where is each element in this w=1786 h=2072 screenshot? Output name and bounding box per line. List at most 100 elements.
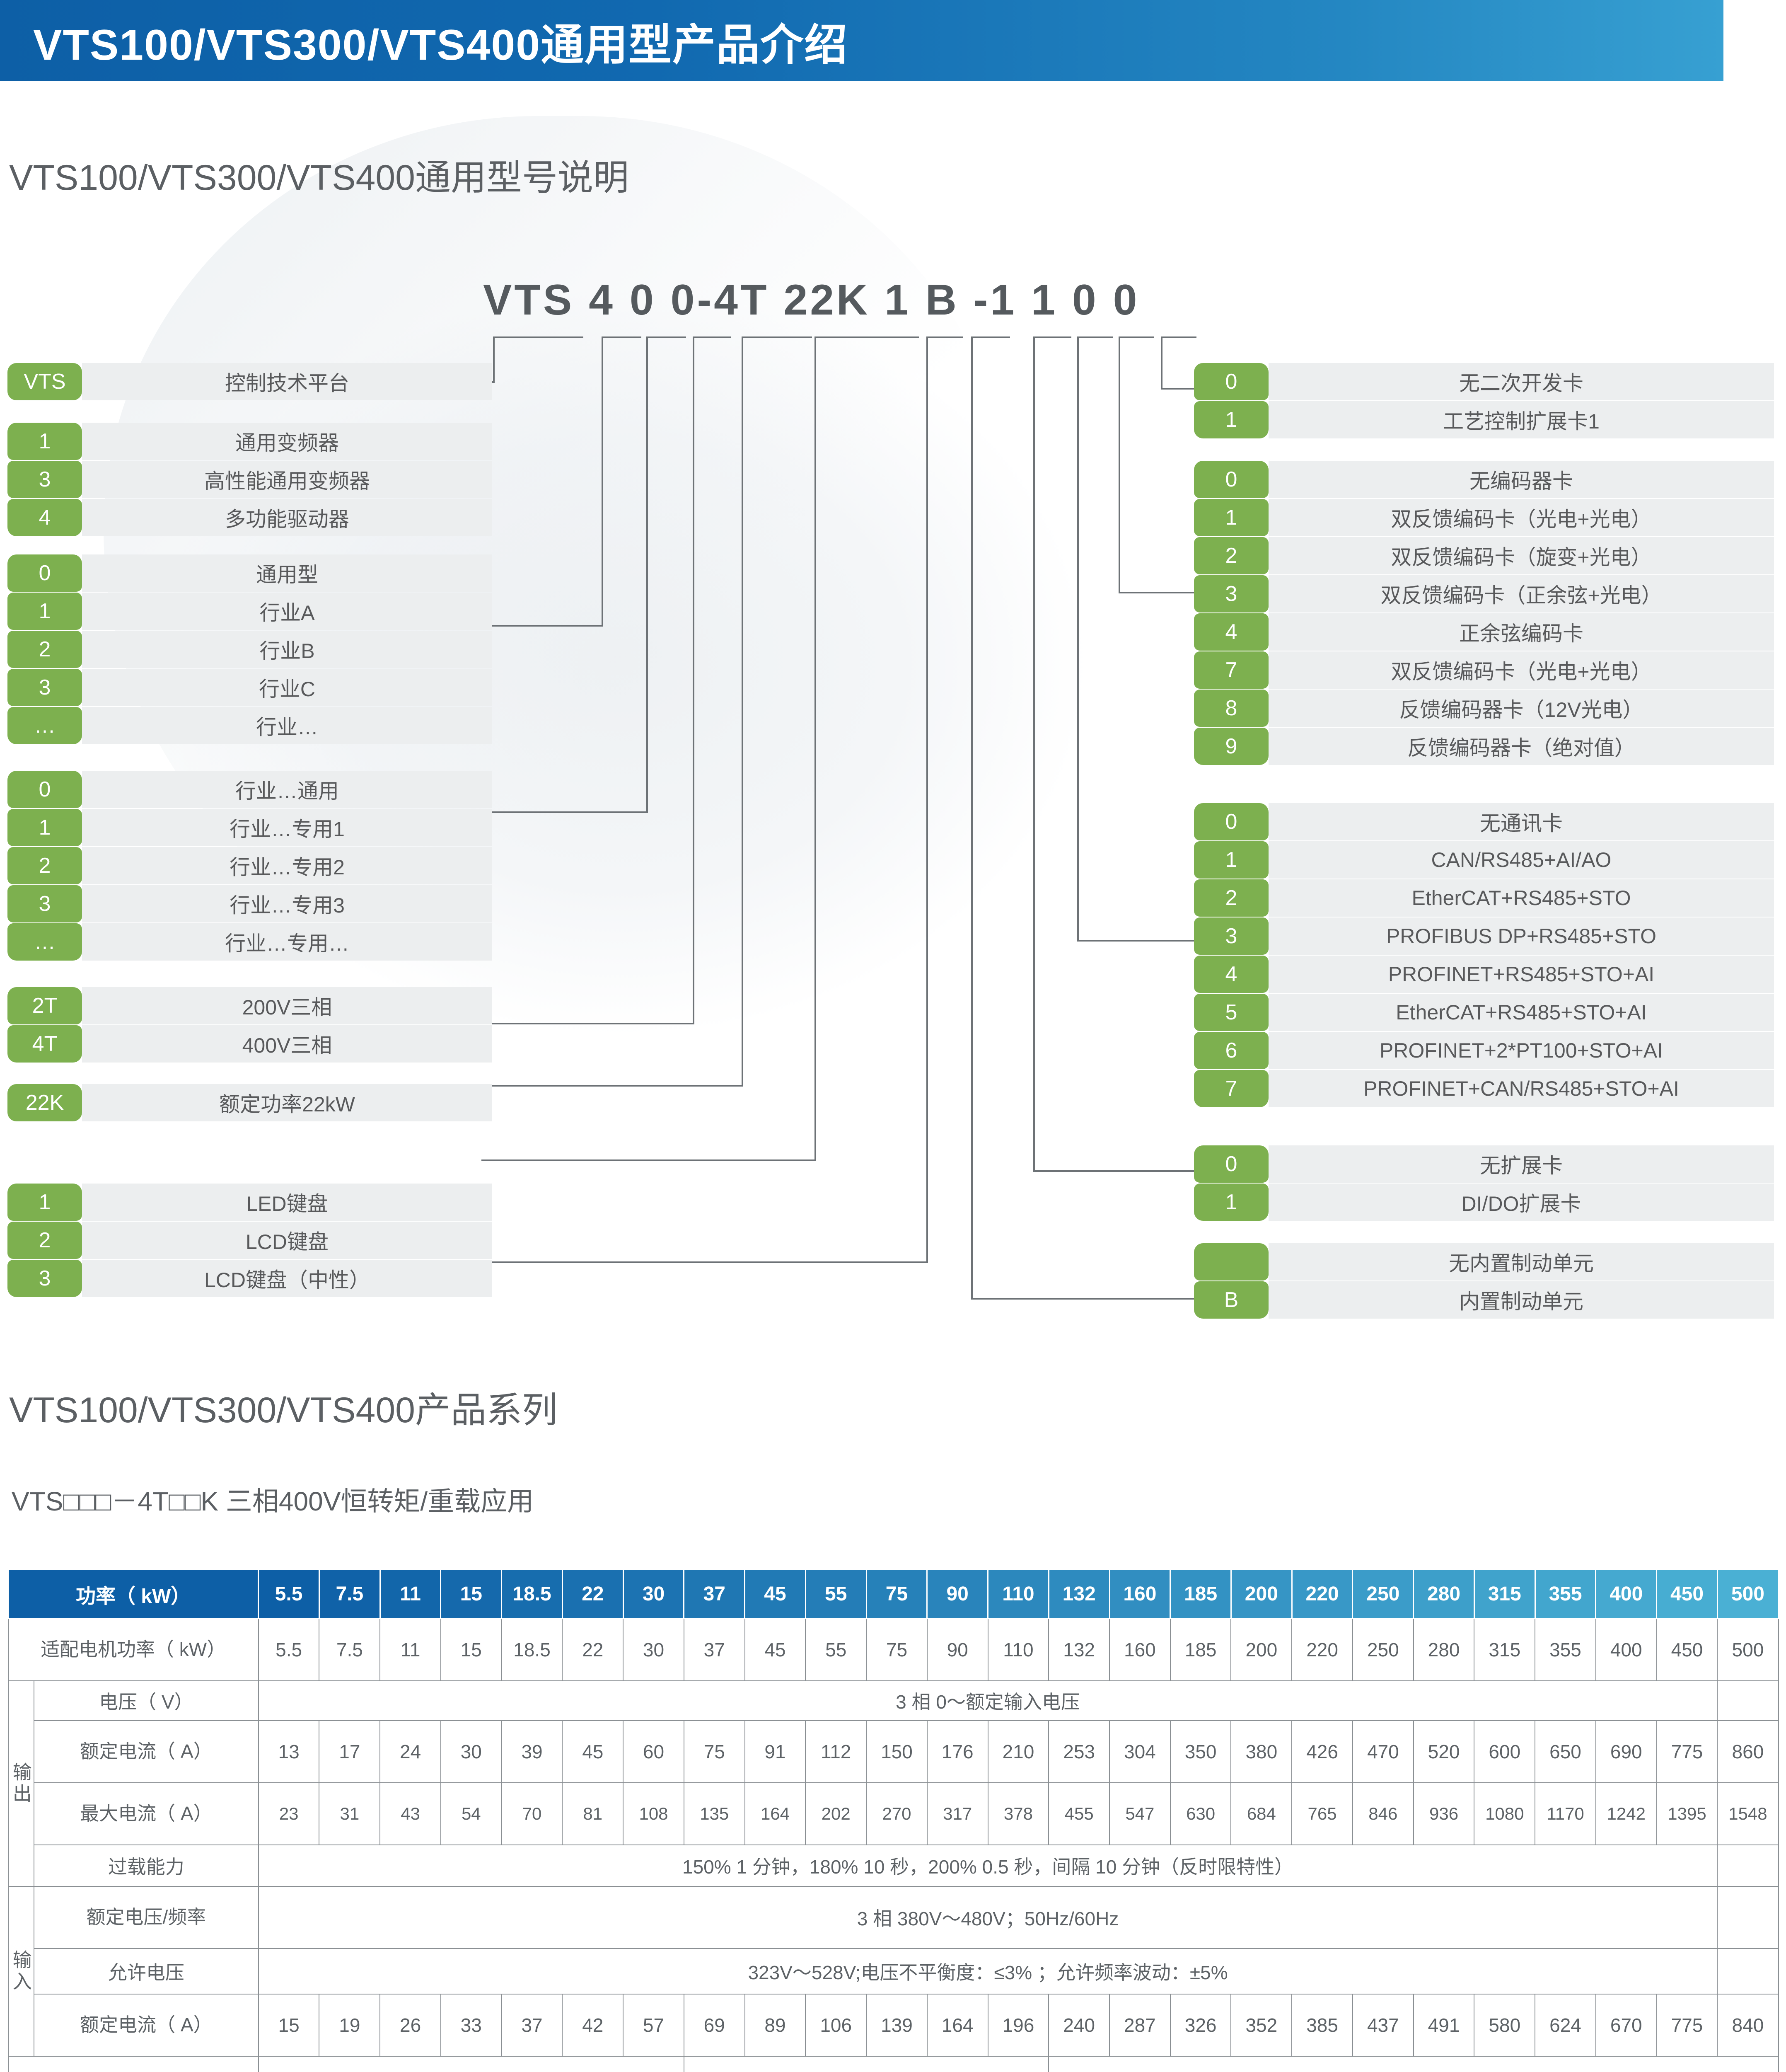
cell-motor-power: 132 [1048, 1618, 1110, 1681]
row-label-brake-unit: 制动单元 [7, 2055, 259, 2072]
legend-row: 0 无编码器卡 [1194, 461, 1774, 498]
cell-overload-pad [1717, 1844, 1779, 1887]
header-power-160: 160 [1109, 1569, 1171, 1619]
cell-input-rated-current: 139 [866, 1993, 928, 2057]
table-row-brake-unit: 制动单元标准内置可选配内置需外置制动单元 [7, 2055, 1779, 2072]
cell-input-rated-current: 196 [987, 1993, 1049, 2057]
legend-row: 3 双反馈编码卡（正余弦+光电） [1194, 575, 1774, 612]
cell-motor-power: 185 [1170, 1618, 1232, 1681]
legend-group-keypad: 1 LED键盘 2 LCD键盘 3 LCD键盘（中性） [7, 1184, 492, 1298]
cell-input-rated-current: 840 [1717, 1993, 1779, 2057]
legend-code-badge: 2 [7, 847, 82, 884]
legend-row: … 行业…专用… [7, 923, 492, 961]
cell-input-rated-current: 385 [1291, 1993, 1353, 2057]
header-power-200: 200 [1230, 1569, 1293, 1619]
table-row-allowed-voltage: 允许电压 323V～528V;电压不平衡度：≤3% ；允许频率波动：±5% [8, 1948, 1779, 1995]
cell-allowed-voltage-pad [1717, 1948, 1779, 1995]
legend-description: 通用变频器 [82, 423, 492, 460]
page-header-bar: VTS100/VTS300/VTS400通用型产品介绍 [0, 0, 1723, 81]
cell-input-rated-current: 42 [562, 1993, 624, 2057]
legend-code-badge: 2 [1194, 537, 1269, 574]
cell-output-max-current: 1548 [1717, 1782, 1779, 1845]
cell-motor-power: 250 [1352, 1618, 1414, 1681]
legend-description: 行业B [82, 631, 492, 668]
cell-output-max-current: 846 [1352, 1782, 1414, 1845]
cell-output-rated-current: 17 [319, 1720, 381, 1783]
cell-input-voltage-freq: 3 相 380V～480V；50Hz/60Hz [258, 1886, 1718, 1949]
cell-output-max-current: 31 [319, 1782, 381, 1845]
cell-motor-power: 500 [1717, 1618, 1779, 1681]
legend-description: EtherCAT+RS485+STO [1269, 879, 1774, 917]
cell-output-rated-current: 13 [258, 1720, 320, 1783]
cell-output-max-current: 81 [562, 1782, 624, 1845]
legend-code-badge: 0 [1194, 1145, 1269, 1183]
cell-motor-power: 15 [440, 1618, 502, 1681]
cell-output-rated-current: 650 [1535, 1720, 1596, 1783]
legend-row: 3 LCD键盘（中性） [7, 1260, 492, 1297]
cell-brake-unit: 标准内置 [258, 2055, 684, 2072]
header-power-220: 220 [1291, 1569, 1353, 1619]
cell-output-rated-current: 253 [1048, 1720, 1110, 1783]
legend-row: 1 DI/DO扩展卡 [1194, 1184, 1774, 1221]
legend-row: 2 行业B [7, 631, 492, 668]
legend-group-control-platform: VTS 控制技术平台 [7, 363, 492, 401]
cell-motor-power: 315 [1474, 1618, 1536, 1681]
row-label-input-rated-current: 额定电流（ A） [34, 1993, 259, 2057]
cell-output-rated-current: 304 [1109, 1720, 1171, 1783]
cell-input-rated-current: 670 [1595, 1993, 1657, 2057]
legend-row: 1 行业…专用1 [7, 809, 492, 846]
cell-input-rated-current: 89 [744, 1993, 806, 2057]
cell-output-max-current: 270 [866, 1782, 928, 1845]
table-row-output-max-current: 最大电流（ A） 23 31 43 54 70 81 108 135 164 202 270 317 37… [8, 1782, 1779, 1845]
cell-allowed-voltage: 323V～528V;电压不平衡度：≤3% ；允许频率波动：±5% [258, 1948, 1718, 1995]
header-power-45: 45 [744, 1569, 806, 1619]
cell-motor-power: 75 [866, 1618, 928, 1681]
header-power-250: 250 [1352, 1569, 1414, 1619]
cell-output-rated-current: 150 [866, 1720, 928, 1783]
cell-output-rated-current: 91 [744, 1720, 806, 1783]
table-row-motor-power: 适配电机功率（ kW） 5.5 7.5 11 15 18.5 22 30 37 45 55 75 90 1… [7, 1618, 1779, 1681]
cell-input-rated-current: 15 [258, 1993, 320, 2057]
legend-code-badge: … [7, 707, 82, 744]
legend-row: 5 EtherCAT+RS485+STO+AI [1194, 994, 1774, 1031]
legend-group-voltage-class: 2T 200V三相 4T 400V三相 [7, 987, 492, 1063]
cell-motor-power: 220 [1291, 1618, 1353, 1681]
cell-output-max-current: 108 [623, 1782, 684, 1845]
legend-description: 行业… [82, 707, 492, 744]
legend-row: 1 CAN/RS485+AI/AO [1194, 841, 1774, 879]
legend-group-industry: 0 通用型 1 行业A 2 行业B 3 行业C… 行业… [7, 554, 492, 745]
legend-row: 9 反馈编码器卡（绝对值） [1194, 728, 1774, 765]
legend-description: LCD键盘（中性） [82, 1260, 492, 1297]
legend-code-badge: 1 [7, 423, 82, 460]
cell-output-max-current: 202 [805, 1782, 867, 1845]
legend-code-badge: 22K [7, 1084, 82, 1121]
cell-motor-power: 11 [379, 1618, 441, 1681]
cell-motor-power: 18.5 [501, 1618, 563, 1681]
legend-row: 22K 额定功率22kW [7, 1084, 492, 1121]
legend-row: 2 LCD键盘 [7, 1222, 492, 1259]
legend-description: 行业…专用1 [82, 809, 492, 846]
legend-row: 2T 200V三相 [7, 987, 492, 1024]
legend-code-badge: 3 [7, 885, 82, 922]
cell-input-rated-current: 624 [1535, 1993, 1596, 2057]
cell-output-max-current: 164 [744, 1782, 806, 1845]
cell-output-rated-current: 75 [683, 1720, 745, 1783]
cell-motor-power: 7.5 [319, 1618, 381, 1681]
row-label-output-max-current: 最大电流（ A） [34, 1782, 259, 1845]
cell-input-rated-current: 240 [1048, 1993, 1110, 2057]
header-power-15: 15 [440, 1569, 503, 1619]
series-subtitle: VTS□□□－4T□□K 三相400V恒转矩/重载应用 [12, 1486, 534, 1516]
cell-output-rated-current: 350 [1170, 1720, 1232, 1783]
header-power-315: 315 [1473, 1569, 1536, 1619]
cell-output-max-current: 547 [1109, 1782, 1171, 1845]
row-group-output: 输出 [7, 1680, 35, 1887]
cell-output-max-current: 317 [926, 1782, 988, 1845]
legend-description: PROFINET+2*PT100+STO+AI [1269, 1032, 1774, 1069]
legend-description: LCD键盘 [82, 1222, 492, 1259]
legend-description: 行业…通用 [82, 771, 492, 808]
legend-row: 2 行业…专用2 [7, 847, 492, 884]
legend-description: 双反馈编码卡（正余弦+光电） [1269, 575, 1774, 612]
table-row-overload: 过载能力 150% 1 分钟，180% 10 秒，200% 0.5 秒，间隔 10… [8, 1844, 1779, 1887]
legend-description: LED键盘 [82, 1184, 492, 1221]
legend-row: 4 多功能驱动器 [7, 499, 492, 536]
